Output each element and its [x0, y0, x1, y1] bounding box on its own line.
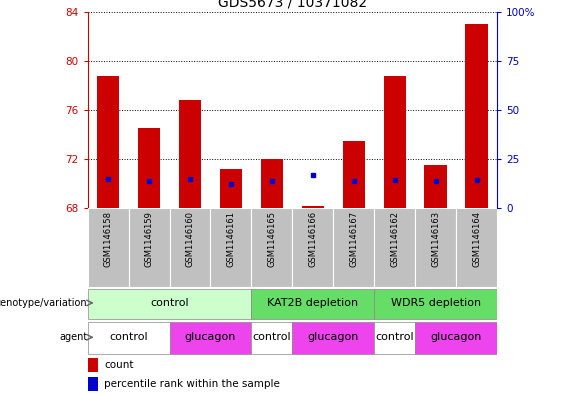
Bar	[415, 322, 497, 354]
Bar	[211, 208, 251, 287]
Text: WDR5 depletion: WDR5 depletion	[390, 298, 481, 308]
Title: GDS5673 / 10371082: GDS5673 / 10371082	[218, 0, 367, 9]
Bar	[97, 75, 119, 208]
Bar	[293, 322, 375, 354]
Text: GSM1146162: GSM1146162	[390, 211, 399, 266]
Bar	[260, 159, 283, 208]
Text: GSM1146161: GSM1146161	[227, 211, 236, 266]
Text: GSM1146164: GSM1146164	[472, 211, 481, 266]
Bar	[342, 141, 365, 208]
Text: agent: agent	[59, 332, 88, 342]
Text: GSM1146166: GSM1146166	[308, 211, 318, 267]
Text: glucagon: glucagon	[308, 332, 359, 342]
Text: control: control	[376, 332, 414, 342]
Bar	[88, 377, 98, 391]
Bar	[251, 288, 375, 319]
Bar	[384, 75, 406, 208]
Bar	[302, 206, 324, 208]
Bar	[374, 208, 415, 287]
Text: percentile rank within the sample: percentile rank within the sample	[104, 379, 280, 389]
Text: GSM1146163: GSM1146163	[431, 211, 440, 267]
Bar	[129, 208, 170, 287]
Text: control: control	[109, 332, 148, 342]
Bar	[424, 165, 447, 208]
Text: GSM1146160: GSM1146160	[185, 211, 194, 266]
Bar	[138, 129, 160, 208]
Text: glucagon: glucagon	[185, 332, 236, 342]
Bar	[88, 208, 129, 287]
Text: genotype/variation: genotype/variation	[0, 298, 88, 308]
Bar	[220, 169, 242, 208]
Text: count: count	[104, 360, 133, 370]
Text: control: control	[150, 298, 189, 308]
Text: KAT2B depletion: KAT2B depletion	[267, 298, 358, 308]
Bar	[251, 322, 293, 354]
Text: glucagon: glucagon	[431, 332, 482, 342]
Bar	[88, 358, 98, 373]
Text: GSM1146158: GSM1146158	[103, 211, 112, 266]
Bar	[251, 208, 293, 287]
Bar	[88, 288, 251, 319]
Text: control: control	[253, 332, 291, 342]
Bar	[466, 24, 488, 208]
Bar	[170, 322, 251, 354]
Text: GSM1146159: GSM1146159	[145, 211, 154, 266]
Bar	[415, 208, 457, 287]
Bar	[293, 208, 333, 287]
Bar	[179, 100, 201, 208]
Bar	[333, 208, 374, 287]
Bar	[457, 208, 497, 287]
Bar	[374, 322, 415, 354]
Bar	[170, 208, 210, 287]
Text: GSM1146167: GSM1146167	[349, 211, 358, 267]
Text: GSM1146165: GSM1146165	[267, 211, 276, 266]
Bar	[374, 288, 497, 319]
Bar	[88, 322, 170, 354]
